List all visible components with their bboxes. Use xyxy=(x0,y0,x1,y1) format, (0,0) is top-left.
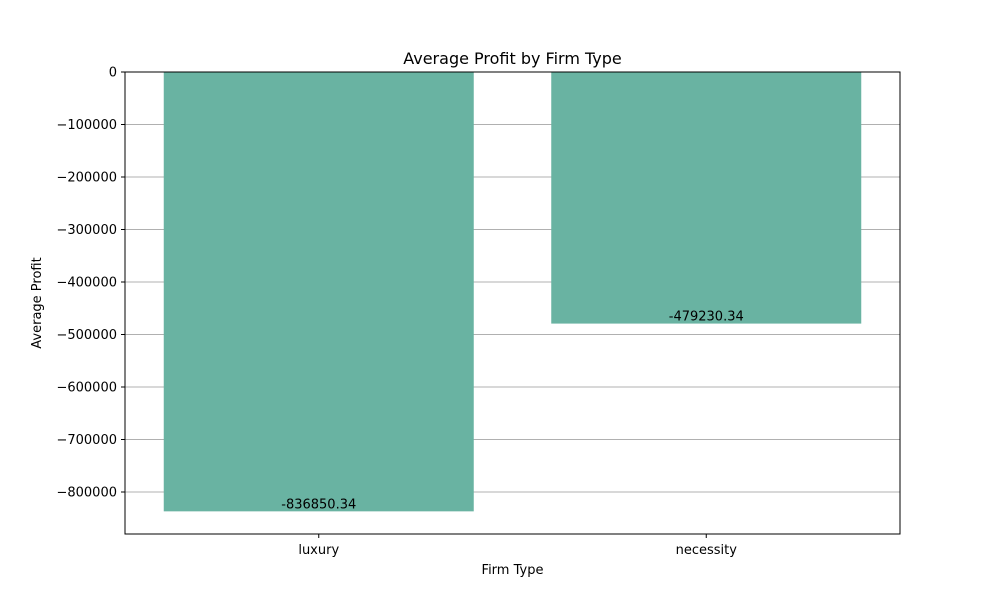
x-axis-title: Firm Type xyxy=(482,563,544,578)
bars xyxy=(163,72,862,512)
plot-frame xyxy=(124,71,901,535)
y-tick-label: −500000 xyxy=(56,328,117,343)
data-labels: -836850.34 -479230.34 xyxy=(281,310,744,513)
y-tick-label: −100000 xyxy=(56,118,117,133)
chart-title: Average Profit by Firm Type xyxy=(403,49,622,68)
y-axis-title: Average Profit xyxy=(30,257,45,348)
y-tick-label: −400000 xyxy=(56,276,117,291)
x-axis: luxury necessity xyxy=(298,534,737,558)
y-axis: 0 −100000 −200000 −300000 −400000 −500000 −600… xyxy=(56,66,125,501)
y-tick-label: −200000 xyxy=(56,171,117,186)
bar-necessity xyxy=(551,72,862,324)
y-tick-label: 0 xyxy=(109,66,117,81)
y-tick-label: −800000 xyxy=(56,486,117,501)
y-tick-label: −600000 xyxy=(56,381,117,396)
x-tick-label: necessity xyxy=(676,543,738,558)
data-label-necessity: -479230.34 xyxy=(669,310,744,325)
bar-luxury xyxy=(163,72,474,512)
data-label-luxury: -836850.34 xyxy=(281,497,356,512)
y-tick-label: −700000 xyxy=(56,433,117,448)
x-tick-label: luxury xyxy=(298,543,339,558)
y-tick-label: −300000 xyxy=(56,223,117,238)
